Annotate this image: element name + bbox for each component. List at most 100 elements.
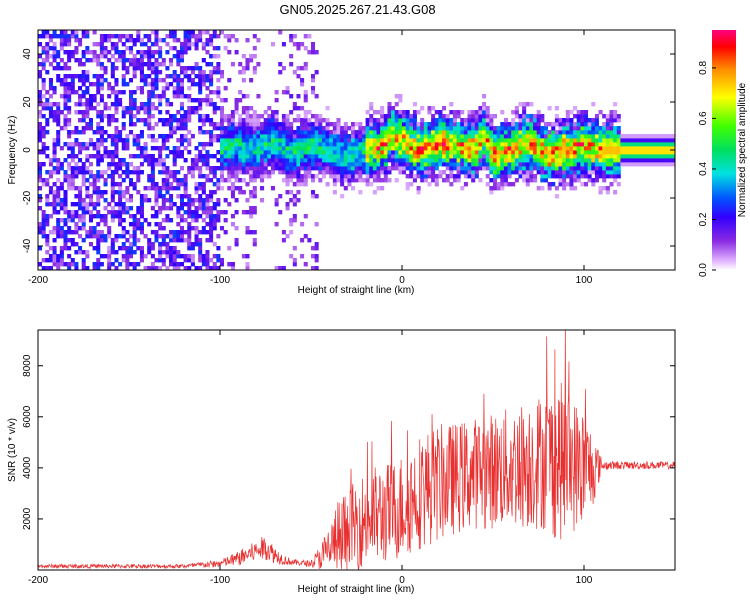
heatmap-cell xyxy=(667,134,672,139)
heatmap-cell xyxy=(125,190,130,195)
heatmap-cell xyxy=(376,166,381,171)
heatmap-cell xyxy=(103,214,108,219)
heatmap-cell xyxy=(249,190,254,195)
heatmap-cell xyxy=(522,178,527,183)
heatmap-cell xyxy=(67,182,72,187)
snr-y-tick-label: 8000 xyxy=(22,354,33,377)
heatmap-cell xyxy=(78,166,83,171)
heatmap-cell xyxy=(176,266,181,270)
heatmap-cell xyxy=(129,98,134,103)
heatmap-cell xyxy=(227,122,232,127)
heatmap-cell xyxy=(234,154,239,159)
heatmap-cell xyxy=(132,114,137,119)
heatmap-cell xyxy=(584,122,589,127)
heatmap-cell xyxy=(154,62,159,67)
heatmap-cell xyxy=(103,70,108,75)
heatmap-cell xyxy=(478,110,483,115)
heatmap-cell xyxy=(45,214,50,219)
heatmap-cell xyxy=(230,34,235,39)
heatmap-cell xyxy=(311,130,316,135)
heatmap-cell xyxy=(285,86,290,91)
heatmap-cell xyxy=(482,142,487,147)
heatmap-cell xyxy=(125,58,130,63)
heatmap-cell xyxy=(48,214,53,219)
heatmap-cell xyxy=(63,234,68,239)
heatmap-cell xyxy=(456,138,461,143)
heatmap-cell xyxy=(161,162,166,167)
heatmap-cell xyxy=(347,170,352,175)
heatmap-cell xyxy=(423,142,428,147)
heatmap-cell xyxy=(85,78,90,83)
heatmap-cell xyxy=(270,150,275,155)
heatmap-cell xyxy=(511,118,516,123)
heatmap-cell xyxy=(201,258,206,263)
heatmap-cell xyxy=(358,122,363,127)
heatmap-cell xyxy=(616,154,621,159)
heatmap-cell xyxy=(176,110,181,115)
heatmap-cell xyxy=(409,162,414,167)
heatmap-cell xyxy=(245,142,250,147)
heatmap-cell xyxy=(387,134,392,139)
heatmap-cell xyxy=(423,130,428,135)
heatmap-cell xyxy=(580,142,585,147)
heatmap-cell xyxy=(154,42,159,47)
heatmap-cell xyxy=(645,146,650,151)
heatmap-cell xyxy=(230,214,235,219)
snr-x-tick-label: -200 xyxy=(28,575,48,586)
heatmap-cell xyxy=(198,66,203,71)
heatmap-cell xyxy=(63,238,68,243)
heatmap-cell xyxy=(67,254,72,259)
heatmap-cell xyxy=(267,146,272,151)
heatmap-cell xyxy=(463,118,468,123)
heatmap-cell xyxy=(227,142,232,147)
heatmap-cell xyxy=(241,54,246,59)
heatmap-cell xyxy=(434,138,439,143)
heatmap-cell xyxy=(511,162,516,167)
heatmap-cell xyxy=(460,170,465,175)
heatmap-cell xyxy=(139,62,144,67)
heatmap-cell xyxy=(70,86,75,91)
heatmap-cell xyxy=(354,166,359,171)
heatmap-cell xyxy=(398,146,403,151)
heatmap-cell xyxy=(38,166,43,171)
heatmap-cell xyxy=(88,218,93,223)
heatmap-cell xyxy=(463,170,468,175)
heatmap-cell xyxy=(489,158,494,163)
heatmap-cell xyxy=(52,142,57,147)
heatmap-cell xyxy=(409,150,414,155)
heatmap-cell xyxy=(56,50,61,55)
heatmap-cell xyxy=(471,170,476,175)
heatmap-cell xyxy=(241,70,246,75)
heatmap-cell xyxy=(252,126,257,131)
heatmap-cell xyxy=(216,94,221,99)
heatmap-cell xyxy=(158,150,163,155)
heatmap-cell xyxy=(405,162,410,167)
heatmap-cell xyxy=(624,150,629,155)
heatmap-cell xyxy=(88,98,93,103)
heatmap-cell xyxy=(70,150,75,155)
heatmap-cell xyxy=(74,174,79,179)
heatmap-cell xyxy=(118,38,123,43)
heatmap-cell xyxy=(249,106,254,111)
heatmap-cell xyxy=(129,46,134,51)
heatmap-cell xyxy=(449,122,454,127)
heatmap-cell xyxy=(281,122,286,127)
heatmap-cell xyxy=(158,98,163,103)
heatmap-cell xyxy=(307,138,312,143)
heatmap-cell xyxy=(88,162,93,167)
heatmap-cell xyxy=(296,126,301,131)
heatmap-cell xyxy=(187,222,192,227)
heatmap-cell xyxy=(121,114,126,119)
heatmap-cell xyxy=(343,138,348,143)
heatmap-cell xyxy=(383,178,388,183)
heatmap-cell xyxy=(52,262,57,267)
heatmap-cell xyxy=(161,182,166,187)
heatmap-cell xyxy=(201,58,206,63)
heatmap-cell xyxy=(139,162,144,167)
heatmap-cell xyxy=(227,162,232,167)
heatmap-cell xyxy=(169,134,174,139)
heatmap-cell xyxy=(427,130,432,135)
heatmap-cell xyxy=(311,46,316,51)
heatmap-cell xyxy=(551,174,556,179)
heatmap-cell xyxy=(656,134,661,139)
